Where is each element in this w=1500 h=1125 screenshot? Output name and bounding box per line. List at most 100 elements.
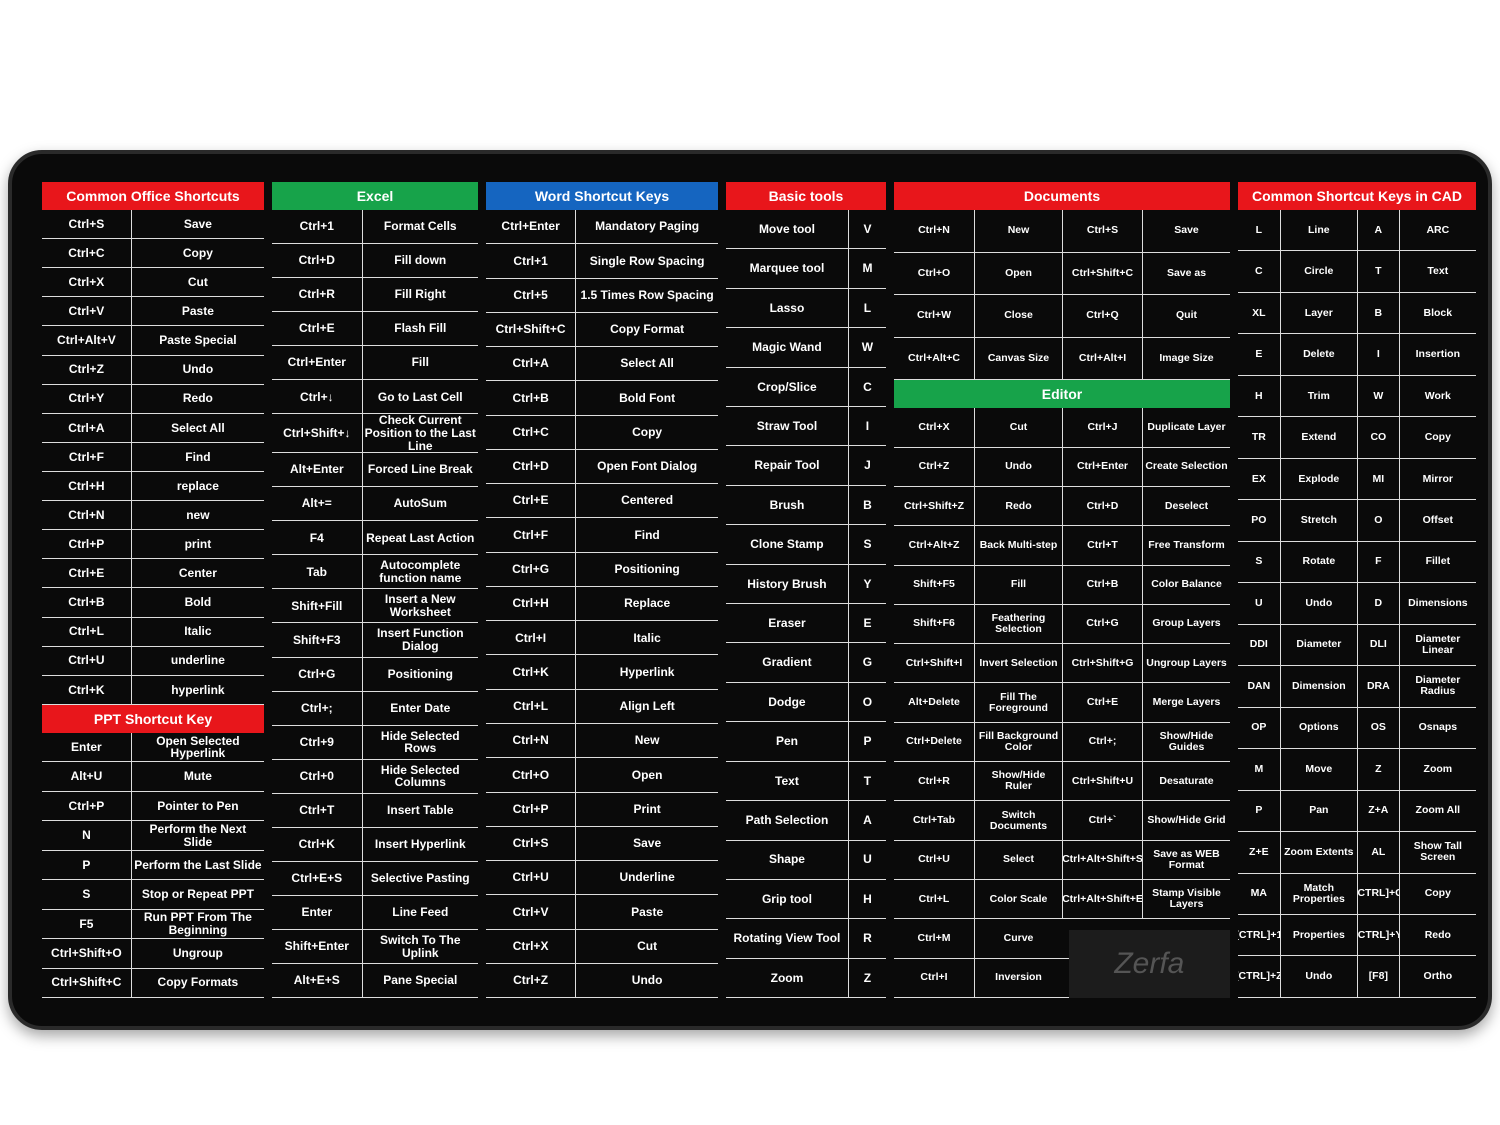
shortcut-action: Redo [130, 384, 264, 413]
shortcut-action: Pointer to Pen [130, 791, 264, 821]
shortcut-key: MI [1357, 458, 1399, 500]
shortcut-action: Pen [775, 734, 798, 749]
shortcut-key: Ctrl+K [298, 837, 335, 852]
shortcut-row: Ctrl+1 Format Cells [272, 210, 478, 245]
shortcut-action: Ungroup [130, 939, 264, 968]
shortcut-key: G [847, 643, 886, 682]
shortcut-key: Ctrl+P [68, 536, 105, 551]
shortcut-key: Ctrl+Z [68, 362, 104, 377]
shortcut-key: Ctrl+E+S [291, 871, 343, 886]
shortcut-row: EX Explode MI Mirror [1238, 458, 1476, 501]
shortcut-row: Shape U [726, 840, 886, 880]
shortcut-action: New [974, 210, 1062, 252]
shortcut-key: U [1255, 596, 1263, 609]
shortcut-key: Ctrl+E [298, 321, 335, 336]
shortcut-row: Ctrl+Tab Switch Documents Ctrl+` Show/Hide … [894, 801, 1230, 841]
shortcut-action: Perform the Last Slide [130, 850, 264, 880]
shortcut-key: S [1255, 555, 1263, 568]
shortcut-row: Ctrl+E+S Selective Pasting [272, 861, 478, 896]
shortcut-row: Ctrl+0 Hide Selected Columns [272, 759, 478, 794]
shortcut-action: Italic [575, 621, 718, 655]
shortcut-action: new [130, 501, 264, 530]
shortcut-action: Center [130, 559, 264, 588]
shortcut-row: Ctrl+N New [486, 723, 718, 759]
shortcut-row: DDI Diameter DLI Diameter Linear [1238, 624, 1476, 667]
shortcut-action: Properties [1279, 914, 1357, 956]
shortcut-row: Ctrl+Z Undo [42, 355, 264, 385]
shortcut-key: [CTRL]+C [1357, 873, 1399, 914]
shortcut-row: F5 Run PPT From The Beginning [42, 909, 264, 940]
shortcut-key: Ctrl+O [512, 767, 550, 782]
shortcut-row: Ctrl+Shift+C Copy Formats [42, 968, 264, 998]
shortcut-row: Ctrl+V Paste [42, 297, 264, 327]
shortcut-key: D [1357, 583, 1399, 624]
shortcut-key: Ctrl+Delete [906, 735, 962, 748]
shortcut-key: Ctrl+Shift+C [51, 975, 122, 990]
shortcut-row: Ctrl+A Select All [42, 413, 264, 443]
shortcut-action: Gradient [762, 655, 812, 670]
shortcut-row: Z+E Zoom Extents AL Show Tall Screen [1238, 832, 1476, 874]
shortcut-key: Alt+U [70, 769, 103, 784]
shortcut-key: OP [1251, 721, 1267, 734]
shortcut-action: Work [1398, 375, 1476, 417]
shortcut-section: Common Shortcut Keys in CAD L Line A ARC C Cir… [1238, 182, 1476, 998]
shortcut-action: Dimension [1279, 666, 1357, 707]
shortcut-row: Ctrl+Delete Fill Background Color Ctrl+; Sh… [894, 722, 1230, 763]
shortcut-row: OP Options OS Osnaps [1238, 707, 1476, 750]
shortcut-row: Ctrl+K Hyperlink [486, 655, 718, 690]
shortcut-key: Ctrl+Shift+I [905, 656, 963, 669]
shortcut-key: I [1357, 334, 1399, 375]
shortcut-key: Ctrl+L [513, 699, 549, 714]
shortcut-key: Ctrl+X [512, 938, 549, 953]
shortcut-action: Mute [130, 762, 264, 791]
shortcut-key: F5 [79, 916, 94, 931]
shortcut-key: Ctrl+I [515, 630, 547, 645]
shortcut-action: Path Selection [745, 813, 829, 827]
shortcut-row: Text T [726, 761, 886, 802]
shortcut-key: Ctrl+Shift+↓ [283, 425, 351, 440]
shortcut-action: Offset [1398, 500, 1476, 541]
shortcut-action: Pane Special [361, 964, 478, 998]
shortcut-action: Bold [130, 588, 264, 617]
shortcut-key: Ctrl+E [512, 493, 549, 508]
shortcut-row: Ctrl+Shift+I Invert Selection Ctrl+Shift+G… [894, 644, 1230, 684]
shortcut-action: Zoom Extents [1279, 832, 1357, 873]
shortcut-row: Marquee tool M [726, 249, 886, 289]
shortcut-action: Fill down [361, 244, 478, 278]
shortcut-key: Ctrl+1 [299, 219, 334, 234]
shortcut-row: Ctrl+L Align Left [486, 689, 718, 724]
shortcut-key: Ctrl+O [917, 266, 951, 279]
section-header: Documents [894, 182, 1230, 210]
shortcut-key: Ctrl+Enter [287, 355, 346, 370]
shortcut-key: Ctrl+N [918, 224, 950, 237]
shortcut-key: Ctrl+Shift+O [51, 946, 122, 961]
shortcut-action: Line Feed [361, 895, 478, 930]
shortcut-key: Ctrl+Shift+Z [903, 499, 965, 512]
shortcut-action: Fill Right [361, 278, 478, 312]
shortcut-row: Ctrl+C Copy [42, 239, 264, 269]
shortcut-key: A [847, 801, 886, 840]
shortcut-key: Ctrl+X [918, 420, 950, 433]
shortcut-key: Ctrl+G [298, 666, 336, 681]
shortcut-row: M Move Z Zoom [1238, 749, 1476, 791]
shortcut-key: Ctrl+G [1062, 604, 1142, 644]
shortcut-action: Replace [575, 586, 718, 621]
shortcut-row: Ctrl+G Positioning [486, 552, 718, 587]
shortcut-action: Rotating View Tool [733, 931, 841, 946]
shortcut-column: Common Office Shortcuts Ctrl+S Save Ctrl+C C… [42, 182, 264, 998]
shortcut-row: Alt+E+S Pane Special [272, 964, 478, 999]
shortcut-action: ARC [1398, 210, 1476, 251]
shortcut-key: Ctrl+S [512, 836, 549, 851]
shortcut-action: print [130, 530, 264, 559]
shortcut-action: Insert Function Dialog [361, 623, 478, 657]
shortcut-action: Duplicate Layer [1142, 408, 1230, 447]
shortcut-action: Zoom All [1398, 790, 1476, 832]
section-header: Common Shortcut Keys in CAD [1238, 182, 1476, 210]
shortcut-key: Ctrl+5 [513, 287, 548, 302]
shortcut-row: Ctrl+Shift+C Copy Format [486, 312, 718, 348]
shortcut-action: Italic [130, 617, 264, 646]
shortcut-key: Ctrl+U [512, 870, 549, 885]
section-header: Common Office Shortcuts [42, 182, 264, 210]
shortcut-key: Ctrl+Alt+Z [908, 538, 960, 551]
